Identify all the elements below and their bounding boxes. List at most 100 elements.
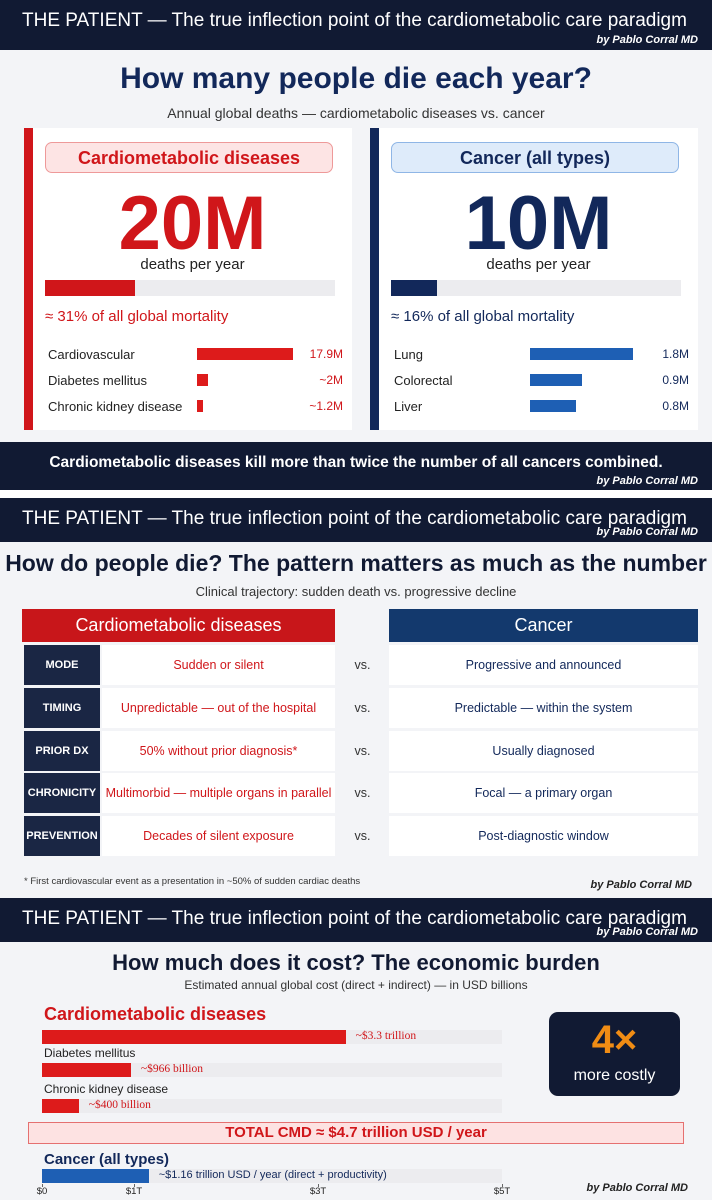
row-bar: [530, 400, 576, 412]
mortality-bar: [45, 280, 135, 296]
mortality-bar: [391, 280, 438, 296]
bar-track: [42, 1169, 502, 1183]
panel: Cancer (all types) 10M deaths per year ≈ 16…: [370, 128, 698, 430]
cancer-cell: Progressive and announced: [389, 645, 698, 685]
byline: by Pablo Corral MD: [596, 475, 698, 487]
cost-bar: [42, 1030, 346, 1044]
bar-value: ~$400 billion: [88, 1099, 151, 1111]
bar-track: [42, 1099, 502, 1113]
mortality-text: ≈ 31% of all global mortality: [45, 308, 229, 325]
row-name: Liver: [394, 399, 423, 414]
row-bar: [197, 374, 208, 386]
row-label: TIMING: [24, 687, 100, 728]
panel-label: Cardiometabolic diseases: [45, 142, 333, 173]
callout-big: 4×: [591, 1018, 638, 1062]
byline: by Pablo Corral MD: [590, 879, 692, 891]
column-head: Cancer: [389, 609, 698, 642]
row-value: 0.9M: [662, 373, 689, 387]
banner-text: Cardiometabolic diseases kill more than …: [49, 454, 663, 471]
cmd-heading: Cardiometabolic diseases: [44, 1004, 267, 1024]
cmd-cell: Sudden or silent: [102, 645, 335, 685]
row-label: PREVENTION: [24, 816, 100, 857]
x-tick-label: $1T: [125, 1186, 143, 1197]
header-bar: [0, 0, 712, 50]
section-title: How many people die each year?: [120, 62, 592, 95]
cost-bar: [42, 1063, 131, 1077]
banner: [0, 442, 712, 490]
cmd-cell: Unpredictable — out of the hospital: [102, 687, 335, 728]
row-bar: [197, 400, 204, 412]
column-head: Cardiometabolic diseases: [22, 609, 335, 642]
unit-text: deaths per year: [486, 256, 591, 273]
row-name: Lung: [394, 347, 423, 362]
row-label: CHRONICITY: [24, 773, 100, 814]
separator: vs.: [354, 700, 371, 715]
tick-mark: [134, 1184, 135, 1187]
cost-bar: [42, 1169, 149, 1183]
row-value: 1.8M: [662, 347, 689, 361]
header-bar: [0, 898, 712, 942]
cancer-cell: Usually diagnosed: [389, 730, 698, 771]
row-bar: [530, 348, 633, 360]
row-label: PRIOR DX: [24, 730, 100, 771]
cmd-cell: 50% without prior diagnosis*: [102, 730, 335, 771]
big-number: 20M: [118, 181, 267, 266]
bar-value: ~$1.16 trillion USD / year (direct + pro…: [158, 1169, 387, 1181]
total-banner: TOTAL CMD ≈ $4.7 trillion USD / year: [28, 1122, 684, 1144]
row-value: 0.8M: [662, 399, 689, 413]
bar-value: ~$3.3 trillion: [355, 1030, 417, 1042]
separator: vs.: [354, 786, 371, 801]
cost-bar: [42, 1099, 79, 1113]
header-title: THE PATIENT — The true inflection point …: [22, 908, 687, 929]
header-bar: [0, 498, 712, 542]
cancer-cell: Predictable — within the system: [389, 687, 698, 728]
cancer-cell: Focal — a primary organ: [389, 773, 698, 814]
header-title: THE PATIENT — The true inflection point …: [22, 508, 687, 529]
byline: by Pablo Corral MD: [596, 34, 698, 46]
row-name: Colorectal: [394, 373, 453, 388]
x-tick-label: $5T: [493, 1186, 511, 1197]
row-name: Diabetes mellitus: [48, 373, 147, 388]
row-label: MODE: [24, 645, 100, 685]
x-tick-label: $3T: [309, 1186, 327, 1197]
row-name: Cardiovascular: [48, 347, 135, 362]
unit-text: deaths per year: [140, 256, 245, 273]
cancer-cell: Post-diagnostic window: [389, 816, 698, 857]
section-subtitle: Clinical trajectory: sudden death vs. pr…: [195, 584, 517, 599]
section-title: How do people die? The pattern matters a…: [5, 550, 707, 576]
bar-value: ~$966 billion: [140, 1063, 203, 1075]
separator: vs.: [354, 658, 371, 672]
big-number: 10M: [464, 181, 613, 266]
byline: by Pablo Corral MD: [596, 526, 698, 538]
bar-track: [42, 1063, 502, 1077]
panel-label: Cancer (all types): [391, 142, 679, 173]
row-value: ~2M: [319, 373, 343, 387]
byline: by Pablo Corral MD: [586, 1182, 688, 1194]
x-tick-label: $0: [36, 1186, 48, 1197]
bar-name: Diabetes mellitus: [44, 1046, 136, 1060]
row-value: 17.9M: [309, 347, 343, 361]
panel: Cardiometabolic diseases 20M deaths per ye…: [24, 128, 352, 430]
cmd-cell: Decades of silent exposure: [102, 816, 335, 857]
callout-text: more costly: [573, 1067, 656, 1084]
tick-mark: [502, 1184, 503, 1187]
row-bar: [197, 348, 293, 360]
section-subtitle: Annual global deaths — cardiometabolic d…: [167, 105, 545, 121]
callout: [549, 1012, 680, 1096]
tick-mark: [42, 1184, 43, 1187]
section-title: How much does it cost? The economic burd…: [112, 950, 600, 975]
mortality-text: ≈ 16% of all global mortality: [391, 308, 575, 325]
mortality-track: [391, 280, 681, 296]
bar-name: Chronic kidney disease: [44, 1082, 169, 1096]
byline: by Pablo Corral MD: [596, 926, 698, 938]
row-value: ~1.2M: [309, 399, 343, 413]
header-title: THE PATIENT — The true inflection point …: [22, 10, 687, 31]
section-subtitle: Estimated annual global cost (direct + i…: [184, 978, 528, 992]
footnote: * First cardiovascular event as a presen…: [24, 876, 361, 887]
separator: vs.: [354, 829, 371, 844]
section-bg: [0, 490, 712, 498]
cmd-cell: Multimorbid — multiple organs in paralle…: [102, 773, 335, 814]
row-name: Chronic kidney disease: [48, 399, 183, 414]
cancer-heading: Cancer (all types): [44, 1151, 170, 1168]
